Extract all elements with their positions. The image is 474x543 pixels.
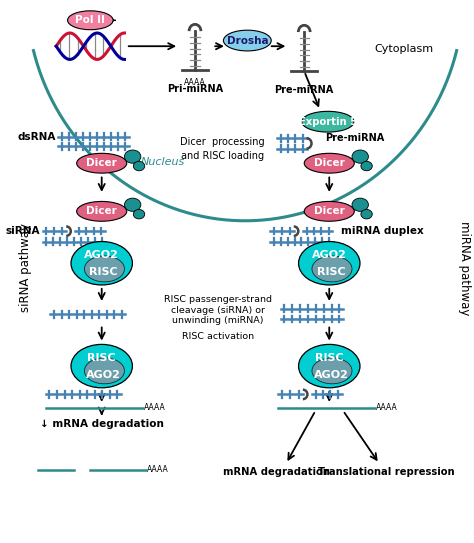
Text: miRNA pathway: miRNA pathway (458, 221, 471, 315)
Ellipse shape (125, 150, 141, 163)
Text: AGO2: AGO2 (312, 250, 346, 260)
Text: miRNA duplex: miRNA duplex (341, 226, 423, 236)
Ellipse shape (133, 210, 145, 219)
Ellipse shape (125, 198, 141, 211)
Text: Nucleus: Nucleus (141, 157, 185, 167)
Text: and RISC loading: and RISC loading (181, 150, 264, 161)
Text: RISC: RISC (89, 267, 118, 277)
Text: AAAA: AAAA (184, 78, 206, 87)
Text: RISC: RISC (315, 352, 344, 363)
Text: AGO2: AGO2 (314, 370, 348, 380)
Text: dsRNA: dsRNA (18, 131, 56, 142)
Text: ↓ mRNA degradation: ↓ mRNA degradation (40, 419, 164, 430)
Ellipse shape (312, 358, 352, 384)
Ellipse shape (68, 11, 113, 30)
Text: AGO2: AGO2 (84, 250, 119, 260)
Text: AGO2: AGO2 (86, 370, 121, 380)
Ellipse shape (352, 198, 368, 211)
Text: AAAA: AAAA (147, 465, 169, 475)
Ellipse shape (77, 201, 127, 221)
Ellipse shape (84, 256, 125, 282)
Ellipse shape (302, 111, 354, 132)
Text: Pri-miRNA: Pri-miRNA (167, 85, 223, 94)
Text: RISC activation: RISC activation (182, 332, 254, 341)
Ellipse shape (299, 242, 360, 285)
Text: AAAA: AAAA (376, 403, 398, 412)
Ellipse shape (352, 150, 368, 163)
Text: RISC: RISC (317, 267, 346, 277)
Text: Pol II: Pol II (75, 15, 105, 26)
Text: AAAA: AAAA (144, 403, 166, 412)
Ellipse shape (223, 30, 271, 51)
Text: cleavage (siRNA) or: cleavage (siRNA) or (171, 306, 265, 315)
Text: Dicer  processing: Dicer processing (180, 137, 264, 147)
Text: Dicer: Dicer (314, 158, 345, 168)
Text: unwinding (miRNA): unwinding (miRNA) (172, 316, 264, 325)
Text: Exportin 5: Exportin 5 (299, 117, 357, 127)
Ellipse shape (71, 344, 132, 388)
Text: Dicer: Dicer (86, 158, 117, 168)
Ellipse shape (304, 201, 354, 221)
Ellipse shape (133, 161, 145, 171)
Ellipse shape (299, 344, 360, 388)
Text: siRNA: siRNA (6, 226, 40, 236)
Ellipse shape (361, 210, 372, 219)
Ellipse shape (77, 153, 127, 173)
Ellipse shape (304, 153, 354, 173)
Text: Pre-miRNA: Pre-miRNA (274, 85, 334, 96)
Text: RISC passenger-strand: RISC passenger-strand (164, 295, 272, 305)
Text: Dicer: Dicer (314, 206, 345, 216)
Text: RISC: RISC (87, 352, 116, 363)
Ellipse shape (361, 161, 372, 171)
Text: Dicer: Dicer (86, 206, 117, 216)
Text: Drosha: Drosha (227, 35, 268, 46)
Text: Translational repression: Translational repression (318, 466, 455, 477)
Ellipse shape (312, 256, 352, 282)
Text: Cytoplasm: Cytoplasm (375, 43, 434, 54)
Text: siRNA pathway: siRNA pathway (19, 224, 32, 312)
Ellipse shape (71, 242, 132, 285)
Text: Pre-miRNA: Pre-miRNA (325, 132, 384, 143)
Text: mRNA degradation: mRNA degradation (223, 466, 330, 477)
Ellipse shape (84, 358, 125, 384)
